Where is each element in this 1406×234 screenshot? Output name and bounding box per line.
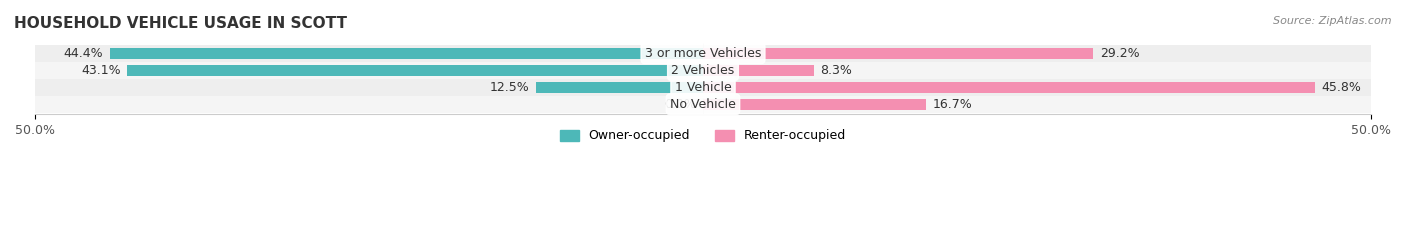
Text: 44.4%: 44.4% bbox=[63, 47, 103, 60]
Text: No Vehicle: No Vehicle bbox=[671, 98, 735, 111]
Bar bbox=[703, 82, 1315, 92]
Text: 16.7%: 16.7% bbox=[932, 98, 973, 111]
Bar bbox=[35, 96, 1371, 113]
Text: 43.1%: 43.1% bbox=[82, 64, 121, 77]
Bar bbox=[110, 48, 703, 58]
Bar bbox=[536, 82, 703, 92]
Text: 2 Vehicles: 2 Vehicles bbox=[672, 64, 734, 77]
Bar bbox=[35, 62, 1371, 79]
Bar bbox=[35, 45, 1371, 62]
Bar bbox=[703, 48, 1092, 58]
Text: Source: ZipAtlas.com: Source: ZipAtlas.com bbox=[1274, 16, 1392, 26]
Bar bbox=[703, 65, 814, 76]
Text: 8.3%: 8.3% bbox=[821, 64, 852, 77]
Text: 1 Vehicle: 1 Vehicle bbox=[675, 81, 731, 94]
Bar bbox=[127, 65, 703, 76]
Legend: Owner-occupied, Renter-occupied: Owner-occupied, Renter-occupied bbox=[555, 124, 851, 147]
Bar bbox=[703, 99, 927, 110]
Text: 45.8%: 45.8% bbox=[1322, 81, 1361, 94]
Text: 12.5%: 12.5% bbox=[489, 81, 529, 94]
Text: 3 or more Vehicles: 3 or more Vehicles bbox=[645, 47, 761, 60]
Text: 29.2%: 29.2% bbox=[1099, 47, 1139, 60]
Text: 0.0%: 0.0% bbox=[664, 98, 696, 111]
Bar bbox=[35, 79, 1371, 96]
Text: HOUSEHOLD VEHICLE USAGE IN SCOTT: HOUSEHOLD VEHICLE USAGE IN SCOTT bbox=[14, 16, 347, 31]
